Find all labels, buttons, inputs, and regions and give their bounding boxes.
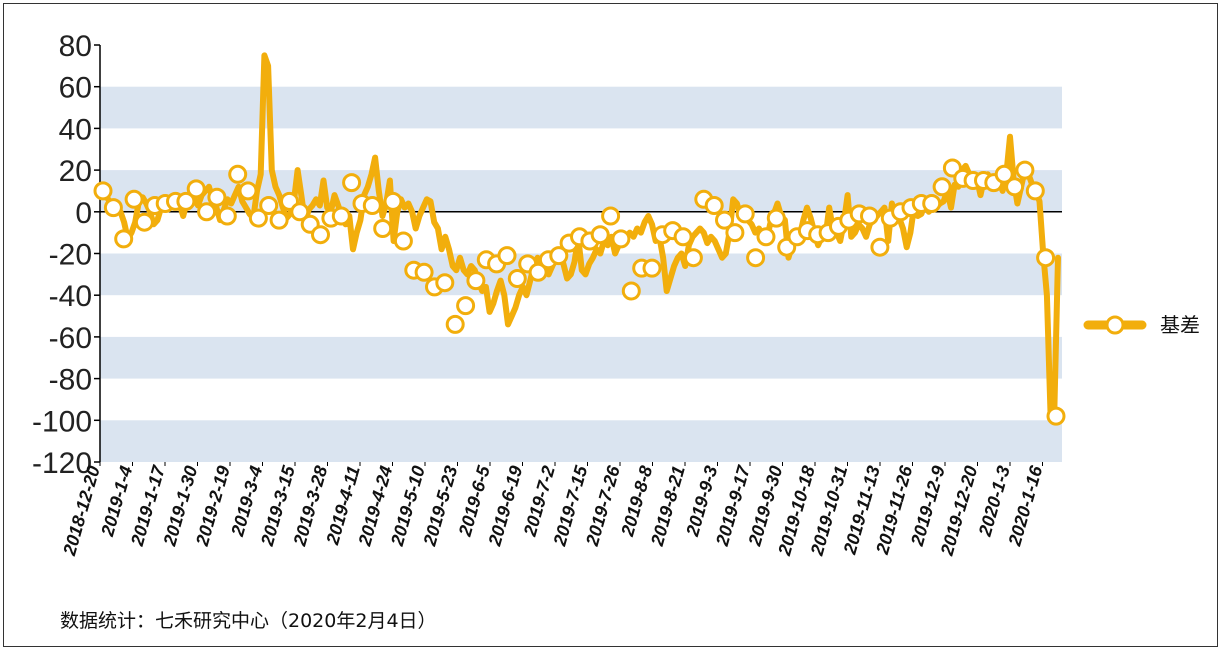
y-tick-label: -60	[49, 322, 92, 355]
data-point	[756, 227, 776, 247]
legend-label: 基差	[1160, 313, 1200, 337]
data-point	[248, 208, 268, 228]
data-point	[290, 202, 310, 222]
data-point	[746, 248, 766, 268]
data-point	[197, 202, 217, 222]
data-point	[1025, 181, 1045, 201]
data-point	[114, 229, 134, 249]
source-note: 数据统计：七禾研究中心（2020年2月4日）	[60, 610, 437, 632]
data-point	[932, 177, 952, 197]
data-point	[735, 204, 755, 224]
y-tick-label: -20	[49, 239, 92, 272]
data-point	[269, 210, 289, 230]
data-point	[704, 196, 724, 215]
data-point	[766, 208, 786, 228]
data-point	[445, 314, 465, 334]
data-point	[673, 227, 693, 247]
data-point	[549, 246, 569, 266]
y-tick-label: -40	[49, 280, 92, 313]
data-point	[860, 206, 879, 226]
data-point	[507, 269, 527, 288]
legend: 基差	[1083, 313, 1200, 337]
data-point	[1005, 177, 1025, 197]
data-point	[922, 194, 942, 213]
chart-frame	[3, 3, 1218, 647]
data-point	[642, 258, 662, 278]
data-point	[342, 173, 362, 193]
series-markers	[93, 158, 1066, 426]
y-tick-label: 0	[75, 197, 92, 230]
data-point	[1046, 406, 1066, 426]
y-tick-label: 40	[59, 113, 92, 146]
grid-band	[100, 336, 1062, 379]
data-point	[435, 273, 455, 293]
data-point	[621, 281, 641, 301]
data-point	[683, 248, 703, 268]
data-point	[176, 191, 196, 211]
data-point	[217, 206, 237, 226]
y-axis	[94, 44, 1043, 466]
data-point	[393, 231, 413, 251]
y-tick-label: -80	[49, 364, 92, 397]
data-point	[414, 262, 434, 282]
data-point	[456, 296, 476, 316]
data-point	[611, 229, 631, 249]
y-tick-label: -100	[32, 405, 92, 438]
x-tick-labels: 2018-12-202019-1-42019-1-172019-1-302019…	[59, 463, 1047, 559]
data-point	[331, 206, 351, 226]
y-tick-label: 60	[59, 72, 92, 105]
y-tick-label: 20	[59, 155, 92, 188]
data-point	[134, 212, 154, 232]
legend-swatch-marker	[1105, 315, 1125, 335]
y-tick-label: -120	[32, 447, 92, 480]
data-point	[1015, 160, 1035, 180]
data-point	[103, 198, 123, 218]
data-point	[93, 181, 113, 201]
data-point	[725, 223, 745, 243]
data-point	[590, 225, 610, 245]
data-point	[259, 196, 279, 215]
grid-band	[100, 420, 1062, 462]
data-point	[311, 225, 330, 245]
y-tick-label: 80	[59, 30, 92, 63]
data-point	[994, 164, 1014, 184]
data-point	[373, 219, 393, 238]
data-point	[362, 196, 382, 215]
data-point	[228, 164, 248, 184]
data-point	[238, 181, 258, 201]
data-point	[383, 191, 403, 211]
data-point	[497, 246, 517, 266]
grid-band	[100, 86, 1062, 129]
data-point	[466, 271, 486, 291]
data-point	[124, 189, 144, 209]
data-point	[601, 206, 621, 226]
data-point	[528, 262, 548, 282]
data-point	[715, 210, 734, 230]
data-point	[207, 187, 227, 207]
data-point	[870, 237, 890, 257]
y-tick-labels: 80 60 40 20 0 -20 -40 -60 -80 -100 -120	[32, 30, 92, 480]
data-point	[186, 179, 206, 199]
data-point	[1036, 248, 1056, 268]
grid-bands	[100, 86, 1062, 462]
